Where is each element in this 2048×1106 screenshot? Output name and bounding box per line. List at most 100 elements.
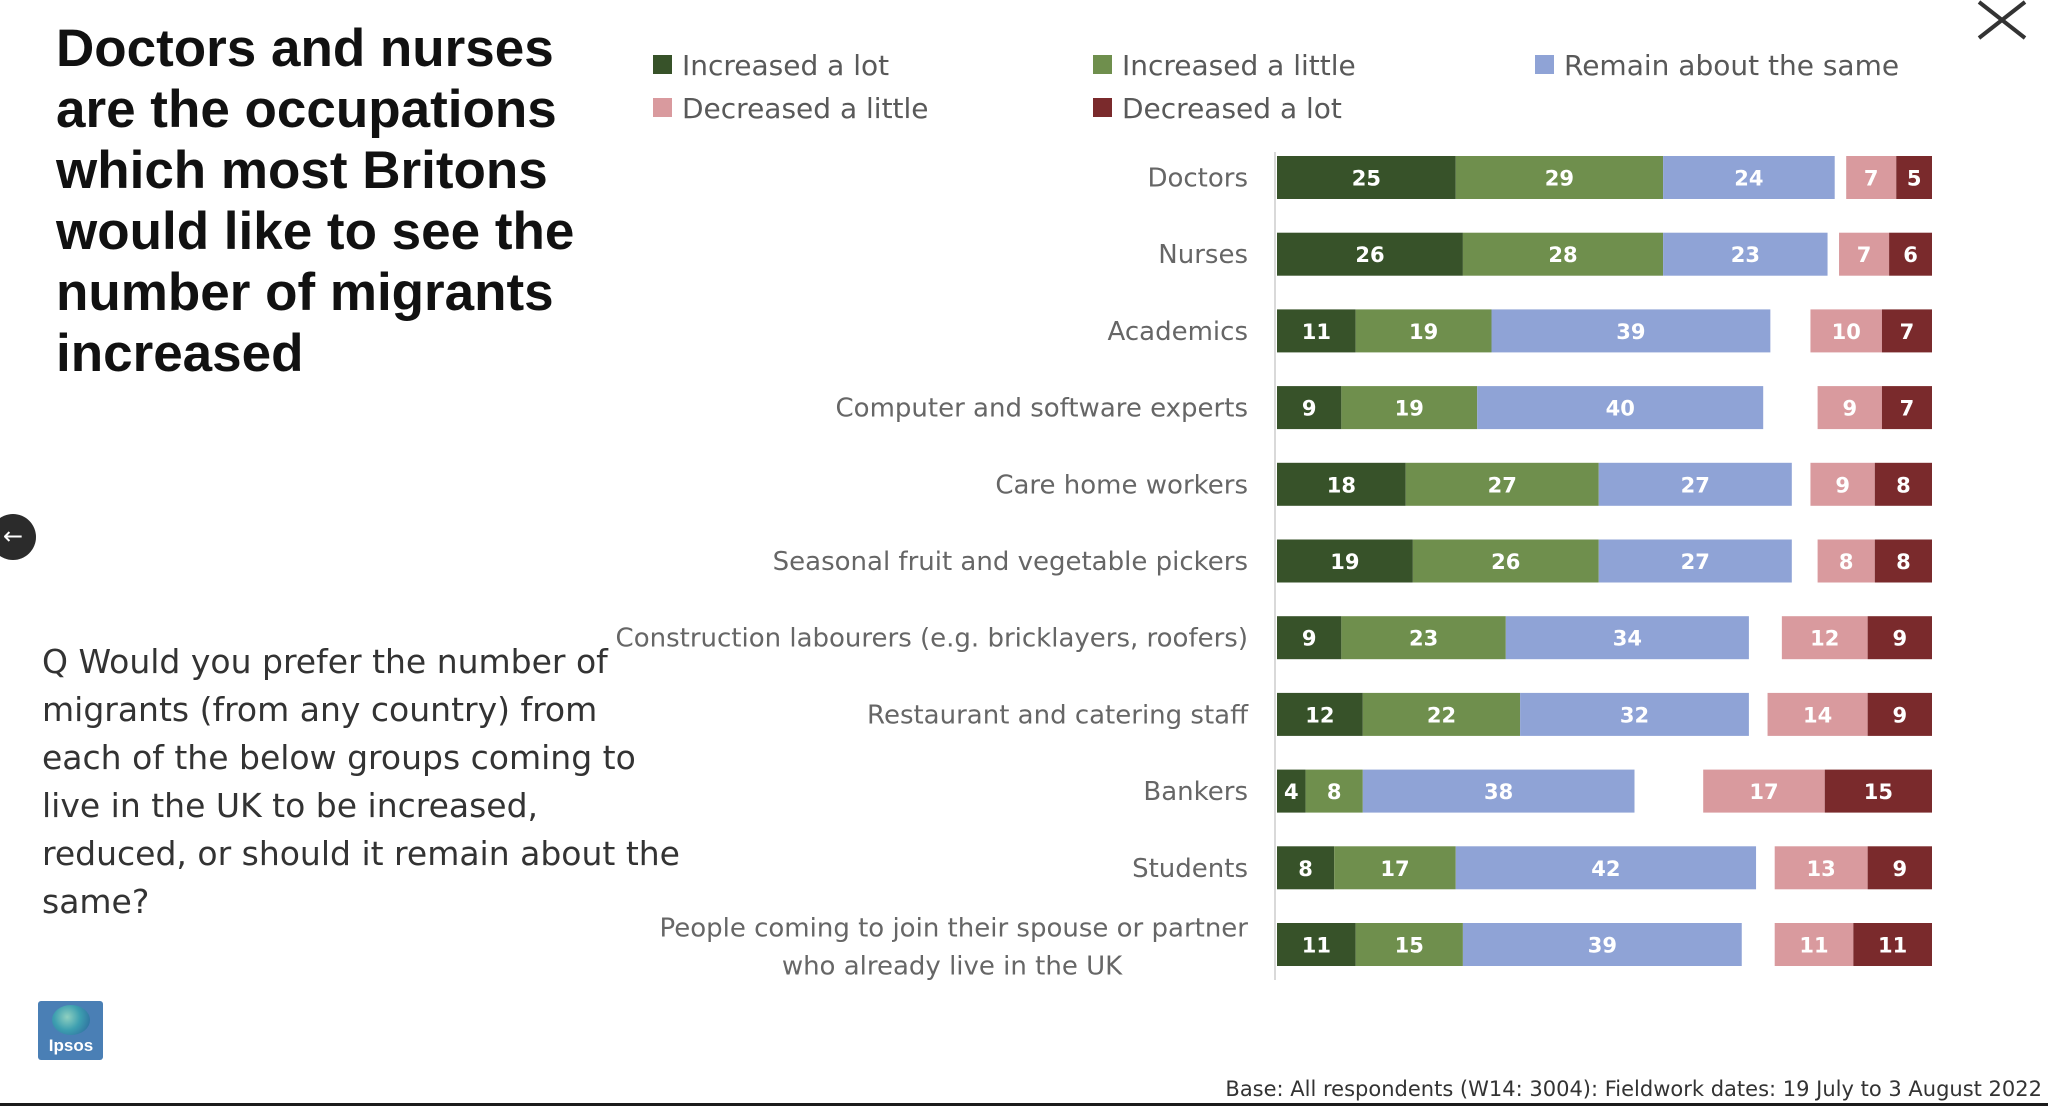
- data-label: 5: [1907, 167, 1922, 191]
- data-label: 9: [1302, 397, 1317, 421]
- data-label: 32: [1620, 703, 1649, 727]
- data-label: 26: [1355, 243, 1384, 267]
- bar-segment-remain-about-the-same: [1505, 616, 1749, 660]
- bar-segment-decreased-a-little: [1817, 539, 1875, 583]
- bar-segment-increased-a-lot: [1277, 309, 1356, 353]
- bar-row-restaurant-and-catering-staff: Restaurant and catering staff 12 22 32 14 9: [867, 692, 1932, 736]
- bar-segment-increased-a-little: [1341, 616, 1506, 660]
- bar-segment-increased-a-little: [1334, 846, 1456, 890]
- category-label: Restaurant and catering staff: [867, 700, 1249, 730]
- data-label: 13: [1807, 857, 1836, 881]
- bar-segment-decreased-a-little: [1810, 309, 1882, 353]
- legend-swatch: [1535, 55, 1554, 74]
- data-label: 27: [1681, 550, 1710, 574]
- data-label: 8: [1896, 550, 1911, 574]
- back-button[interactable]: ←: [0, 514, 36, 560]
- bar-row-computer-and-software-experts: Computer and software experts 9 19 40 9 7: [836, 386, 1932, 430]
- data-label: 11: [1302, 934, 1331, 958]
- data-label: 15: [1395, 934, 1424, 958]
- data-label: 38: [1484, 780, 1513, 804]
- bar-segment-decreased-a-lot: [1874, 539, 1932, 583]
- data-label: 39: [1616, 320, 1645, 344]
- bar-segment-remain-about-the-same: [1663, 232, 1828, 276]
- bar-segment-increased-a-little: [1362, 692, 1521, 736]
- category-label: Nurses: [1158, 240, 1248, 270]
- bar-segment-decreased-a-little: [1846, 156, 1897, 199]
- bar-segment-increased-a-little: [1462, 232, 1664, 276]
- bar-segment-remain-about-the-same: [1663, 156, 1835, 199]
- data-label: 7: [1864, 167, 1879, 191]
- data-label: 12: [1305, 703, 1334, 727]
- legend-item-remain-about-the-same: Remain about the same: [1535, 49, 1899, 82]
- bar-segment-remain-about-the-same: [1477, 386, 1764, 430]
- category-label: Academics: [1108, 317, 1248, 347]
- legend-label: Decreased a little: [682, 92, 929, 125]
- legend-swatch: [1093, 98, 1112, 117]
- legend-swatch: [653, 98, 672, 117]
- bar-row-bankers: Bankers 4 8 38 17 15: [1143, 769, 1932, 813]
- bar-segment-decreased-a-little: [1767, 692, 1868, 736]
- bar-segment-increased-a-little: [1341, 386, 1478, 430]
- bar-segment-remain-about-the-same: [1598, 462, 1792, 506]
- data-label: 26: [1491, 550, 1520, 574]
- data-label: 12: [1810, 627, 1839, 651]
- data-label: 10: [1832, 320, 1861, 344]
- bar-segment-remain-about-the-same: [1362, 769, 1635, 813]
- data-label: 34: [1613, 627, 1642, 651]
- data-label: 4: [1284, 780, 1299, 804]
- data-label: 7: [1900, 397, 1915, 421]
- slide-title: Doctors and nurses are the occupations w…: [56, 19, 575, 383]
- data-label: 6: [1903, 243, 1918, 267]
- data-label: 15: [1864, 780, 1893, 804]
- bar-row-care-home-workers: Care home workers 18 27 27 9 8: [995, 462, 1932, 506]
- bar-segment-decreased-a-lot: [1896, 156, 1932, 199]
- bar-segment-decreased-a-little: [1839, 232, 1890, 276]
- data-label: 9: [1893, 627, 1908, 651]
- bar-segment-increased-a-lot: [1277, 692, 1363, 736]
- bar-row-seasonal-fruit-and-vegetable-pickers: Seasonal fruit and vegetable pickers 19 26…: [773, 539, 1932, 583]
- legend-swatch: [653, 55, 672, 74]
- data-label: 9: [1835, 473, 1850, 497]
- close-icon: [1977, 0, 2027, 40]
- data-label: 22: [1427, 703, 1456, 727]
- legend-label: Remain about the same: [1564, 49, 1899, 82]
- data-label: 8: [1896, 473, 1911, 497]
- category-label: Care home workers: [995, 470, 1248, 500]
- legend-label: Increased a little: [1122, 49, 1356, 82]
- survey-question: Q Would you prefer the number of migrant…: [42, 642, 680, 921]
- bar-segment-remain-about-the-same: [1598, 539, 1792, 583]
- data-label: 40: [1606, 397, 1635, 421]
- bar-segment-remain-about-the-same: [1491, 309, 1771, 353]
- data-label: 39: [1588, 934, 1617, 958]
- bar-row-people-coming-to-join-their-spouse-or-partner-who-already-live-in-the-uk: People coming to join their spouse or pa…: [659, 914, 1932, 982]
- data-label: 27: [1488, 473, 1517, 497]
- data-label: 18: [1327, 473, 1356, 497]
- data-label: 27: [1681, 473, 1710, 497]
- bar-row-doctors: Doctors 25 29 24 7 5: [1147, 156, 1932, 199]
- category-label: Students: [1132, 854, 1248, 884]
- bar-segment-increased-a-little: [1355, 309, 1492, 353]
- bar-segment-decreased-a-lot: [1867, 692, 1932, 736]
- data-label: 9: [1842, 397, 1857, 421]
- data-label: 8: [1839, 550, 1854, 574]
- data-label: 19: [1409, 320, 1438, 344]
- data-label: 17: [1749, 780, 1778, 804]
- category-label: Construction labourers (e.g. bricklayers…: [616, 624, 1248, 654]
- logo-text: Ipsos: [48, 1036, 94, 1055]
- bar-segment-increased-a-little: [1455, 156, 1664, 199]
- bar-segment-remain-about-the-same: [1520, 692, 1749, 736]
- bar-segment-decreased-a-lot: [1824, 769, 1932, 813]
- category-label: People coming to join their spouse or pa…: [659, 914, 1248, 982]
- close-button[interactable]: [1975, 0, 2035, 44]
- bar-segment-decreased-a-little: [1810, 462, 1875, 506]
- bar-segment-decreased-a-lot: [1874, 462, 1932, 506]
- logo-swirl: [52, 1005, 90, 1035]
- bar-segment-remain-about-the-same: [1462, 923, 1742, 966]
- bar-segment-increased-a-lot: [1277, 539, 1413, 583]
- bar-segment-increased-a-lot: [1277, 769, 1306, 813]
- data-label: 19: [1395, 397, 1424, 421]
- legend-item-increased-a-lot: Increased a lot: [653, 49, 889, 82]
- bar-segment-increased-a-little: [1305, 769, 1363, 813]
- data-label: 9: [1302, 627, 1317, 651]
